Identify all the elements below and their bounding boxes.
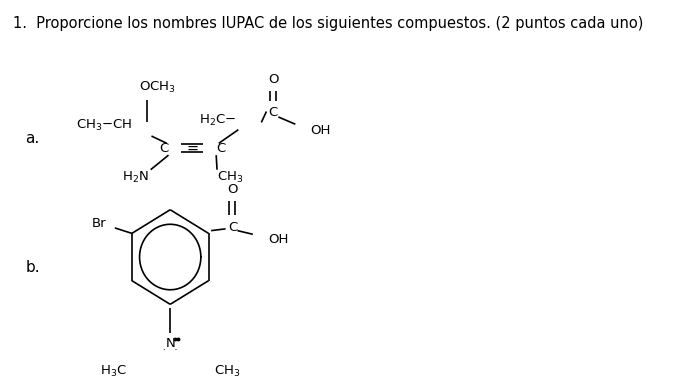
Text: N: N <box>165 337 175 350</box>
Text: H$_2$N: H$_2$N <box>122 169 148 185</box>
Text: C: C <box>216 142 225 155</box>
Text: Br: Br <box>92 217 106 230</box>
Text: =: = <box>186 141 198 156</box>
Text: CH$_3$−CH: CH$_3$−CH <box>76 117 133 133</box>
Text: H$_2$C−: H$_2$C− <box>199 113 236 128</box>
Text: H$_3$C: H$_3$C <box>100 364 127 379</box>
Text: O: O <box>268 73 279 86</box>
Text: a.: a. <box>25 131 40 146</box>
Text: CH$_3$: CH$_3$ <box>214 364 241 379</box>
Text: C: C <box>269 106 278 119</box>
Text: CH$_3$: CH$_3$ <box>218 169 244 185</box>
Text: OH: OH <box>311 124 331 137</box>
Text: C: C <box>228 220 237 234</box>
Text: OCH$_3$: OCH$_3$ <box>139 80 176 95</box>
Text: b.: b. <box>25 260 40 276</box>
Text: C: C <box>160 142 169 155</box>
Text: OH: OH <box>268 233 288 246</box>
Text: 1.  Proporcione los nombres IUPAC de los siguientes compuestos. (2 puntos cada u: 1. Proporcione los nombres IUPAC de los … <box>13 16 643 31</box>
Text: O: O <box>227 183 237 196</box>
